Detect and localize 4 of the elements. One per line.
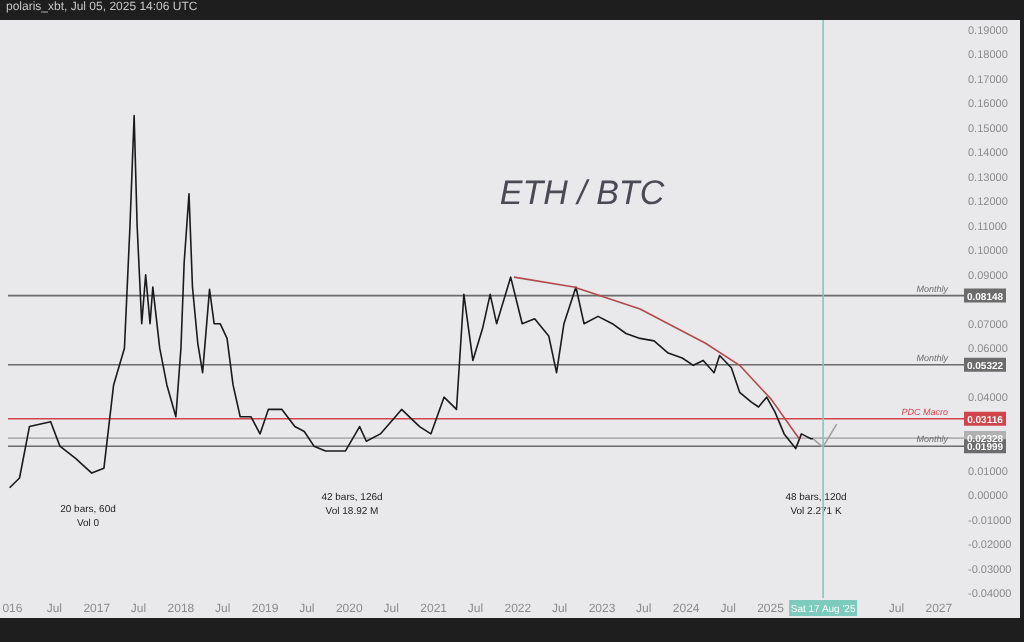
line-series <box>8 114 814 489</box>
line-series <box>513 276 800 440</box>
line-series <box>812 423 838 447</box>
text: ETH / BTC <box>499 174 666 212</box>
